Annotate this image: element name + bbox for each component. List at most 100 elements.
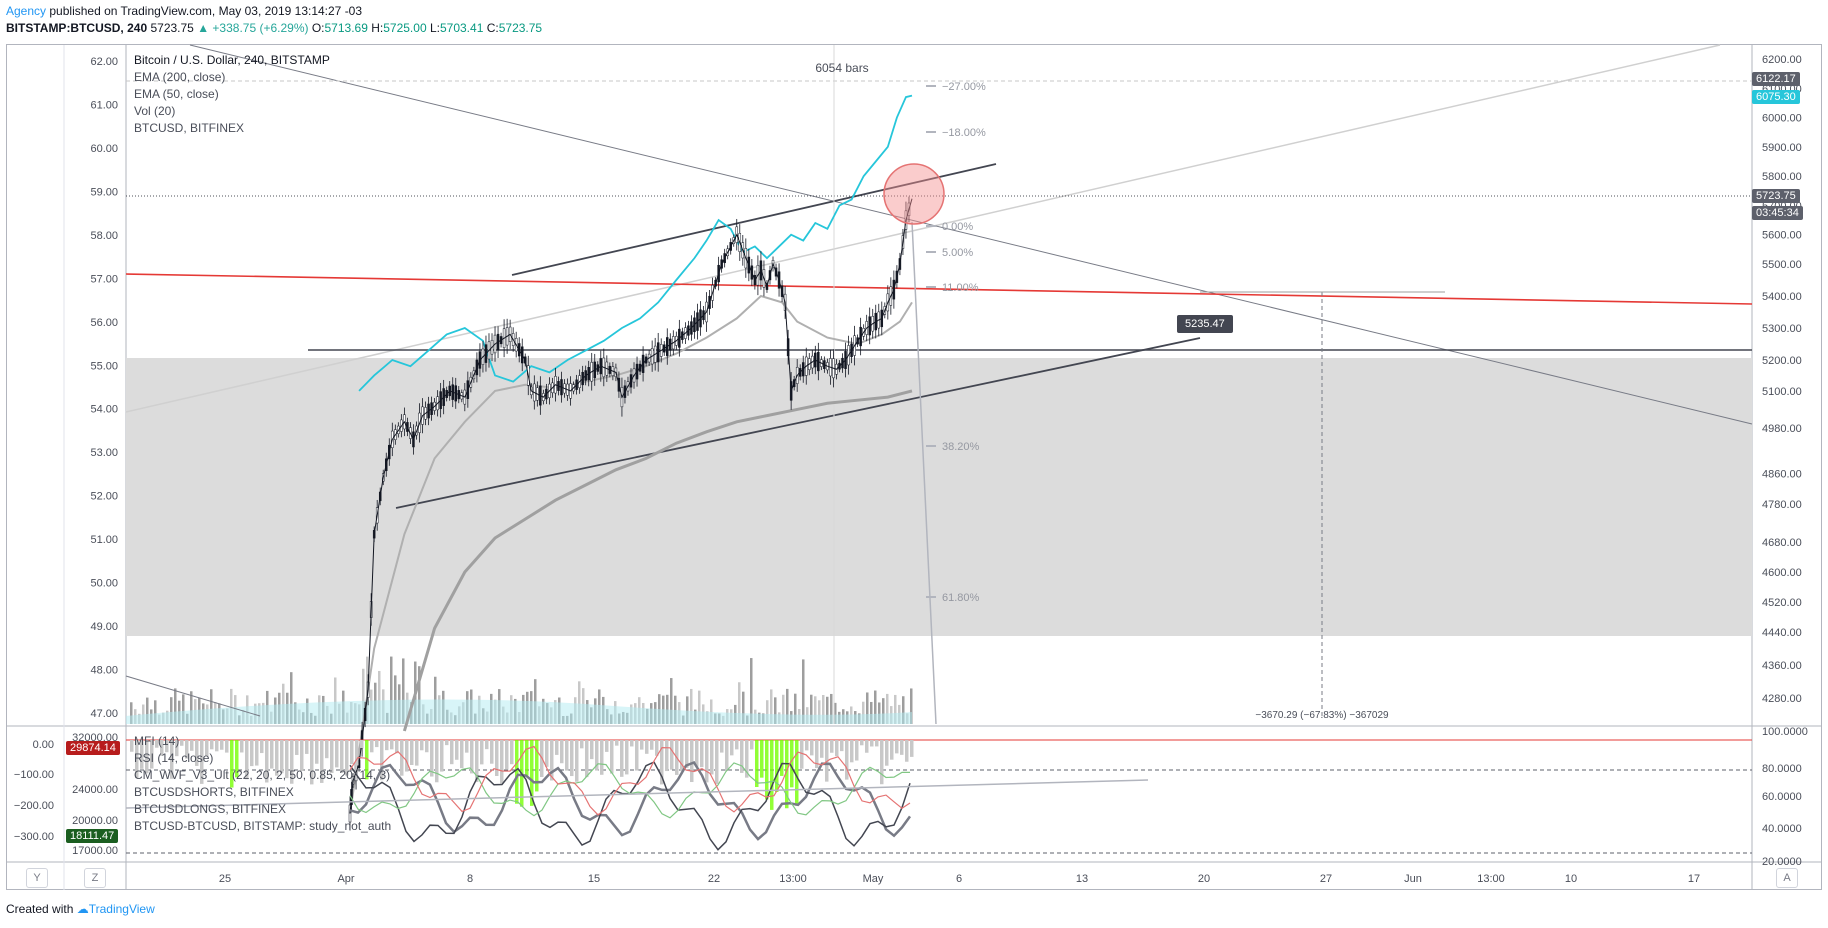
right-axis-tick: 5100.00 [1762, 386, 1802, 398]
wvf-bar [705, 740, 709, 783]
wvf-bar [620, 740, 624, 777]
lower-tag-18111: 18111.47 [66, 829, 119, 843]
author-link[interactable]: Agency [6, 4, 47, 18]
wvf-bar [835, 740, 839, 757]
fib-drop-line [911, 221, 937, 725]
volume-bar [290, 672, 293, 724]
y-button[interactable]: Y [26, 868, 48, 888]
wvf-bar [815, 740, 819, 769]
x-axis-tick: 27 [1320, 873, 1332, 885]
wvf-bar [135, 740, 139, 779]
volume-bar [362, 668, 365, 724]
legend-item-study[interactable]: BTCUSD-BTCUSD, BITSTAMP: study_not_auth [134, 819, 392, 833]
volume-bar [402, 658, 405, 724]
volume-bar [578, 681, 581, 724]
legend-item-mfi[interactable]: MFI (14) [134, 734, 180, 748]
right-axis-tick: 4520.00 [1762, 597, 1802, 609]
ohlc-line: BITSTAMP:BTCUSD, 240 5723.75 ▲ +338.75 (… [6, 21, 542, 35]
volume-bar [170, 697, 173, 724]
volume-bar [738, 682, 741, 724]
volume-bar [670, 678, 673, 724]
volume-bar [886, 693, 889, 724]
wvf-bar [360, 740, 364, 749]
wvf-bar [630, 740, 634, 747]
legend-item-longs[interactable]: BTCUSDLONGS, BITFINEX [134, 802, 287, 816]
legend-item-ema50[interactable]: EMA (50, close) [134, 87, 219, 101]
wvf-bar [205, 740, 209, 757]
wvf-bar [510, 740, 514, 765]
price-tag-6075: 6075.30 [1752, 90, 1800, 104]
wvf-bar [225, 740, 229, 753]
legend-item-vol[interactable]: Vol (20) [134, 104, 176, 118]
wvf-bar [810, 740, 814, 756]
left-axis-tick: 50.00 [90, 578, 118, 590]
wvf-bar [310, 740, 314, 785]
wvf-bar [770, 740, 774, 810]
right-axis-tick: 4600.00 [1762, 567, 1802, 579]
high-label: H: [371, 21, 384, 35]
wvf-bar [535, 740, 539, 792]
wvf-bar [495, 740, 499, 776]
wvf-bar [800, 740, 804, 769]
legend-item-bitfinex[interactable]: BTCUSD, BITFINEX [134, 121, 245, 135]
wvf-bar [170, 740, 174, 779]
wvf-bar [735, 740, 739, 750]
left-axis-tick: 47.00 [90, 708, 118, 720]
wvf-bar [300, 740, 304, 771]
x-axis-tick: Jun [1404, 873, 1422, 885]
volume-bar [866, 692, 869, 724]
lower-tag-29874: 29874.14 [66, 741, 120, 755]
line-tag-5235[interactable]: 5235.47 [1177, 315, 1233, 333]
wvf-bar [640, 740, 644, 750]
legend-item-rsi[interactable]: RSI (14, close) [134, 751, 214, 765]
legend-item-ema200[interactable]: EMA (200, close) [134, 70, 226, 84]
bars-count-label: 6054 bars [815, 61, 868, 75]
left-axis-tick: 49.00 [90, 621, 118, 633]
volume-bar [334, 677, 337, 724]
x-axis-tick: 10 [1565, 873, 1577, 885]
wvf-bar [845, 740, 849, 780]
wvf-bar [855, 740, 859, 761]
wvf-bar [490, 740, 494, 764]
legend-item-wvf[interactable]: CM_WVF_V3_Ult (22, 20, 2, 50, 0.85, 20, … [134, 768, 391, 782]
wvf-bar [440, 740, 444, 772]
wvf-bar [655, 740, 659, 756]
a-button[interactable]: A [1776, 868, 1798, 888]
wvf-bar [830, 740, 834, 753]
lower-right-tick: 20.0000 [1762, 856, 1802, 868]
right-axis-tick: 4980.00 [1762, 423, 1802, 435]
wvf-bar [590, 740, 594, 760]
wvf-bar [415, 740, 419, 766]
wvf-bar [525, 740, 529, 776]
wvf-bar [885, 740, 889, 766]
volume-bar [870, 701, 873, 724]
right-axis-tick: 5300.00 [1762, 323, 1802, 335]
wvf-bar [420, 740, 424, 751]
wvf-bar [740, 740, 744, 773]
x-axis-tick: 13:00 [1477, 873, 1505, 885]
left-bottom-line [125, 675, 261, 717]
wvf-bar [385, 740, 389, 751]
wvf-bar [795, 740, 799, 806]
z-button[interactable]: Z [84, 868, 106, 888]
wvf-bar [410, 740, 414, 765]
volume-bar [190, 691, 193, 724]
volume-bar [378, 670, 381, 724]
legend-item-shorts[interactable]: BTCUSDSHORTS, BITFINEX [134, 785, 294, 799]
wvf-bar [230, 740, 234, 788]
left-axis-tick: 54.00 [90, 404, 118, 416]
right-axis-tick: 4360.00 [1762, 660, 1802, 672]
wvf-bar [635, 740, 639, 771]
wvf-bar [375, 740, 379, 748]
tradingview-logo-icon: ☁ [76, 902, 89, 916]
wvf-bar [330, 740, 334, 774]
wvf-bar [435, 740, 439, 783]
lower-right-tick: 80.0000 [1762, 763, 1802, 775]
legend-title: Bitcoin / U.S. Dollar, 240, BITSTAMP [134, 53, 330, 67]
tradingview-link[interactable]: TradingView [88, 902, 155, 916]
wvf-bar [505, 740, 509, 770]
x-axis-tick: 13 [1076, 873, 1088, 885]
fib-level-label: −27.00% [942, 81, 986, 93]
right-axis-tick: 4860.00 [1762, 469, 1802, 481]
